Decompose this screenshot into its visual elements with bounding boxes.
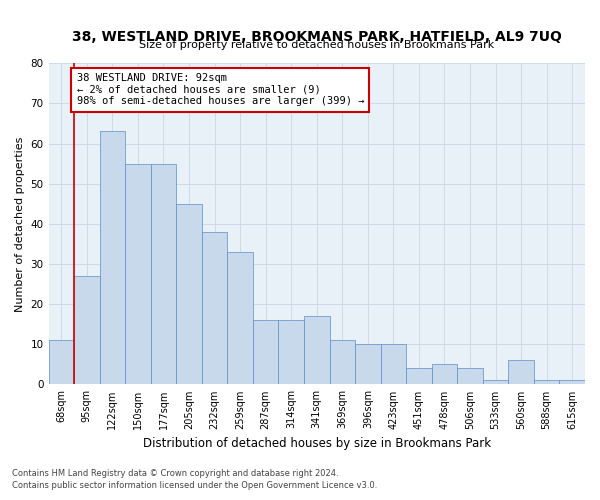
Bar bbox=[380, 344, 406, 385]
Bar bbox=[100, 132, 125, 384]
Bar bbox=[329, 340, 355, 384]
Text: 38 WESTLAND DRIVE: 92sqm
← 2% of detached houses are smaller (9)
98% of semi-det: 38 WESTLAND DRIVE: 92sqm ← 2% of detache… bbox=[77, 74, 364, 106]
Y-axis label: Number of detached properties: Number of detached properties bbox=[15, 136, 25, 312]
Bar bbox=[227, 252, 253, 384]
Bar bbox=[406, 368, 432, 384]
Text: Size of property relative to detached houses in Brookmans Park: Size of property relative to detached ho… bbox=[139, 40, 494, 50]
Bar bbox=[355, 344, 380, 385]
Bar bbox=[202, 232, 227, 384]
Bar bbox=[534, 380, 559, 384]
Bar bbox=[432, 364, 457, 384]
Bar bbox=[74, 276, 100, 384]
Bar bbox=[49, 340, 74, 384]
Bar bbox=[176, 204, 202, 384]
Bar bbox=[559, 380, 585, 384]
Bar bbox=[483, 380, 508, 384]
Bar bbox=[304, 316, 329, 384]
Bar bbox=[253, 320, 278, 384]
Bar bbox=[151, 164, 176, 384]
Text: Contains HM Land Registry data © Crown copyright and database right 2024.
Contai: Contains HM Land Registry data © Crown c… bbox=[12, 468, 377, 490]
Bar bbox=[125, 164, 151, 384]
Bar bbox=[457, 368, 483, 384]
Title: 38, WESTLAND DRIVE, BROOKMANS PARK, HATFIELD, AL9 7UQ: 38, WESTLAND DRIVE, BROOKMANS PARK, HATF… bbox=[72, 30, 562, 44]
Bar bbox=[508, 360, 534, 384]
X-axis label: Distribution of detached houses by size in Brookmans Park: Distribution of detached houses by size … bbox=[143, 437, 491, 450]
Bar bbox=[278, 320, 304, 384]
